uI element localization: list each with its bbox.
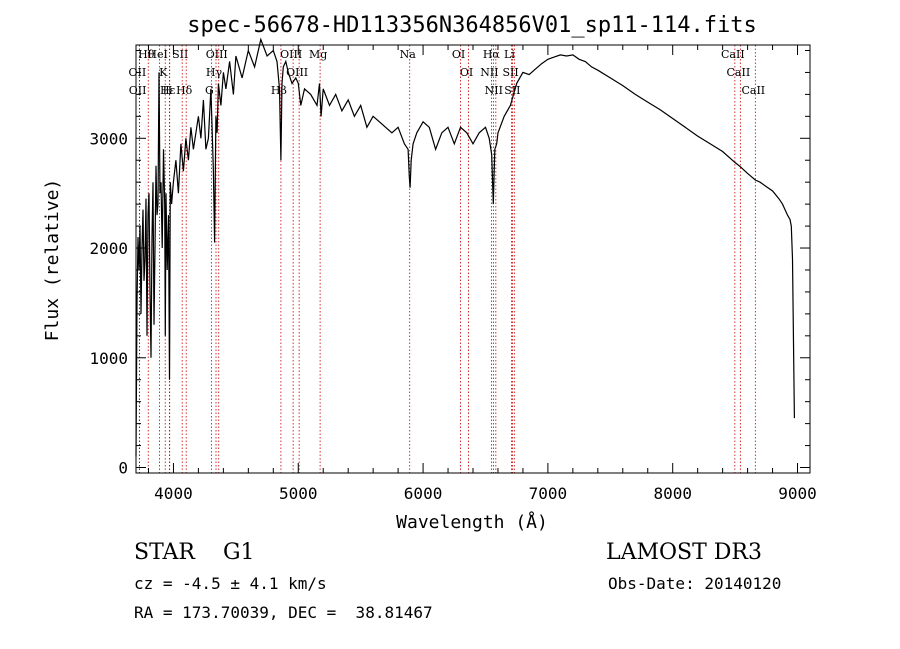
line-marker-label: Hθ bbox=[138, 48, 155, 61]
line-marker-label: OIII bbox=[280, 48, 302, 61]
x-tick-label: 8000 bbox=[653, 484, 692, 503]
line-marker-label: OI bbox=[452, 48, 465, 61]
line-marker-label: G bbox=[205, 84, 214, 97]
line-marker-label: Mg bbox=[309, 48, 327, 61]
x-tick-label: 4000 bbox=[154, 484, 193, 503]
x-tick-label: 6000 bbox=[404, 484, 443, 503]
y-axis-label: Flux (relative) bbox=[42, 179, 63, 342]
line-marker-label: OII bbox=[129, 84, 147, 97]
line-marker-label: HeI bbox=[147, 48, 167, 61]
x-tick-label: 9000 bbox=[778, 484, 817, 503]
x-tick-label: 5000 bbox=[279, 484, 318, 503]
line-marker-label: K bbox=[159, 66, 168, 79]
plot-frame bbox=[135, 44, 811, 474]
observation-date: Obs-Date: 20140120 bbox=[608, 574, 782, 593]
line-marker-label: CaII bbox=[741, 84, 765, 97]
survey-name: LAMOST DR3 bbox=[606, 540, 762, 565]
line-marker-label: Hγ bbox=[206, 66, 223, 79]
line-marker-label: SII bbox=[172, 48, 188, 61]
line-marker-label: Na bbox=[400, 48, 417, 61]
spectrum-line bbox=[135, 37, 795, 457]
line-marker-label: Hα bbox=[483, 48, 501, 61]
x-axis-label: Wavelength (Å) bbox=[396, 511, 548, 533]
line-marker-label: H bbox=[163, 84, 173, 97]
coordinates: RA = 173.70039, DEC = 38.81467 bbox=[134, 603, 433, 622]
chart-title: spec-56678-HD113356N364856V01_sp11-114.f… bbox=[187, 13, 757, 38]
y-tick-label: 1000 bbox=[89, 349, 128, 368]
y-tick-label: 0 bbox=[118, 459, 128, 478]
line-marker-label: SII bbox=[502, 66, 518, 79]
line-marker-label: OIII bbox=[286, 66, 308, 79]
redshift-value: cz = -4.5 ± 4.1 km/s bbox=[134, 574, 327, 593]
line-marker-label: CaII bbox=[721, 48, 745, 61]
line-marker-label: OIII bbox=[206, 48, 228, 61]
line-marker-label: Li bbox=[504, 48, 515, 61]
y-tick-label: 2000 bbox=[89, 239, 128, 258]
line-marker-label: NII bbox=[480, 66, 498, 79]
line-marker-label: Hε bbox=[160, 84, 176, 97]
line-marker-label: NII bbox=[485, 84, 503, 97]
line-marker-label: SII bbox=[504, 84, 520, 97]
x-tick-label: 7000 bbox=[529, 484, 568, 503]
line-marker-label: OI bbox=[460, 66, 473, 79]
y-tick-label: 3000 bbox=[89, 129, 128, 148]
axes: 4000 5000 6000 7000 8000 9000 0 1000 2000 3000 bbox=[89, 45, 817, 503]
line-marker-label: Hβ bbox=[271, 84, 287, 97]
object-class: STAR G1 bbox=[134, 540, 255, 565]
line-marker-label: CaII bbox=[727, 66, 751, 79]
line-marker-label: Hδ bbox=[176, 84, 193, 97]
